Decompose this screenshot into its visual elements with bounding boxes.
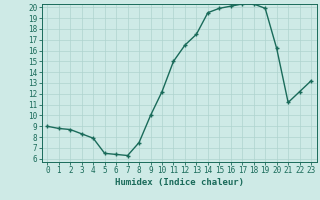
X-axis label: Humidex (Indice chaleur): Humidex (Indice chaleur) xyxy=(115,178,244,187)
